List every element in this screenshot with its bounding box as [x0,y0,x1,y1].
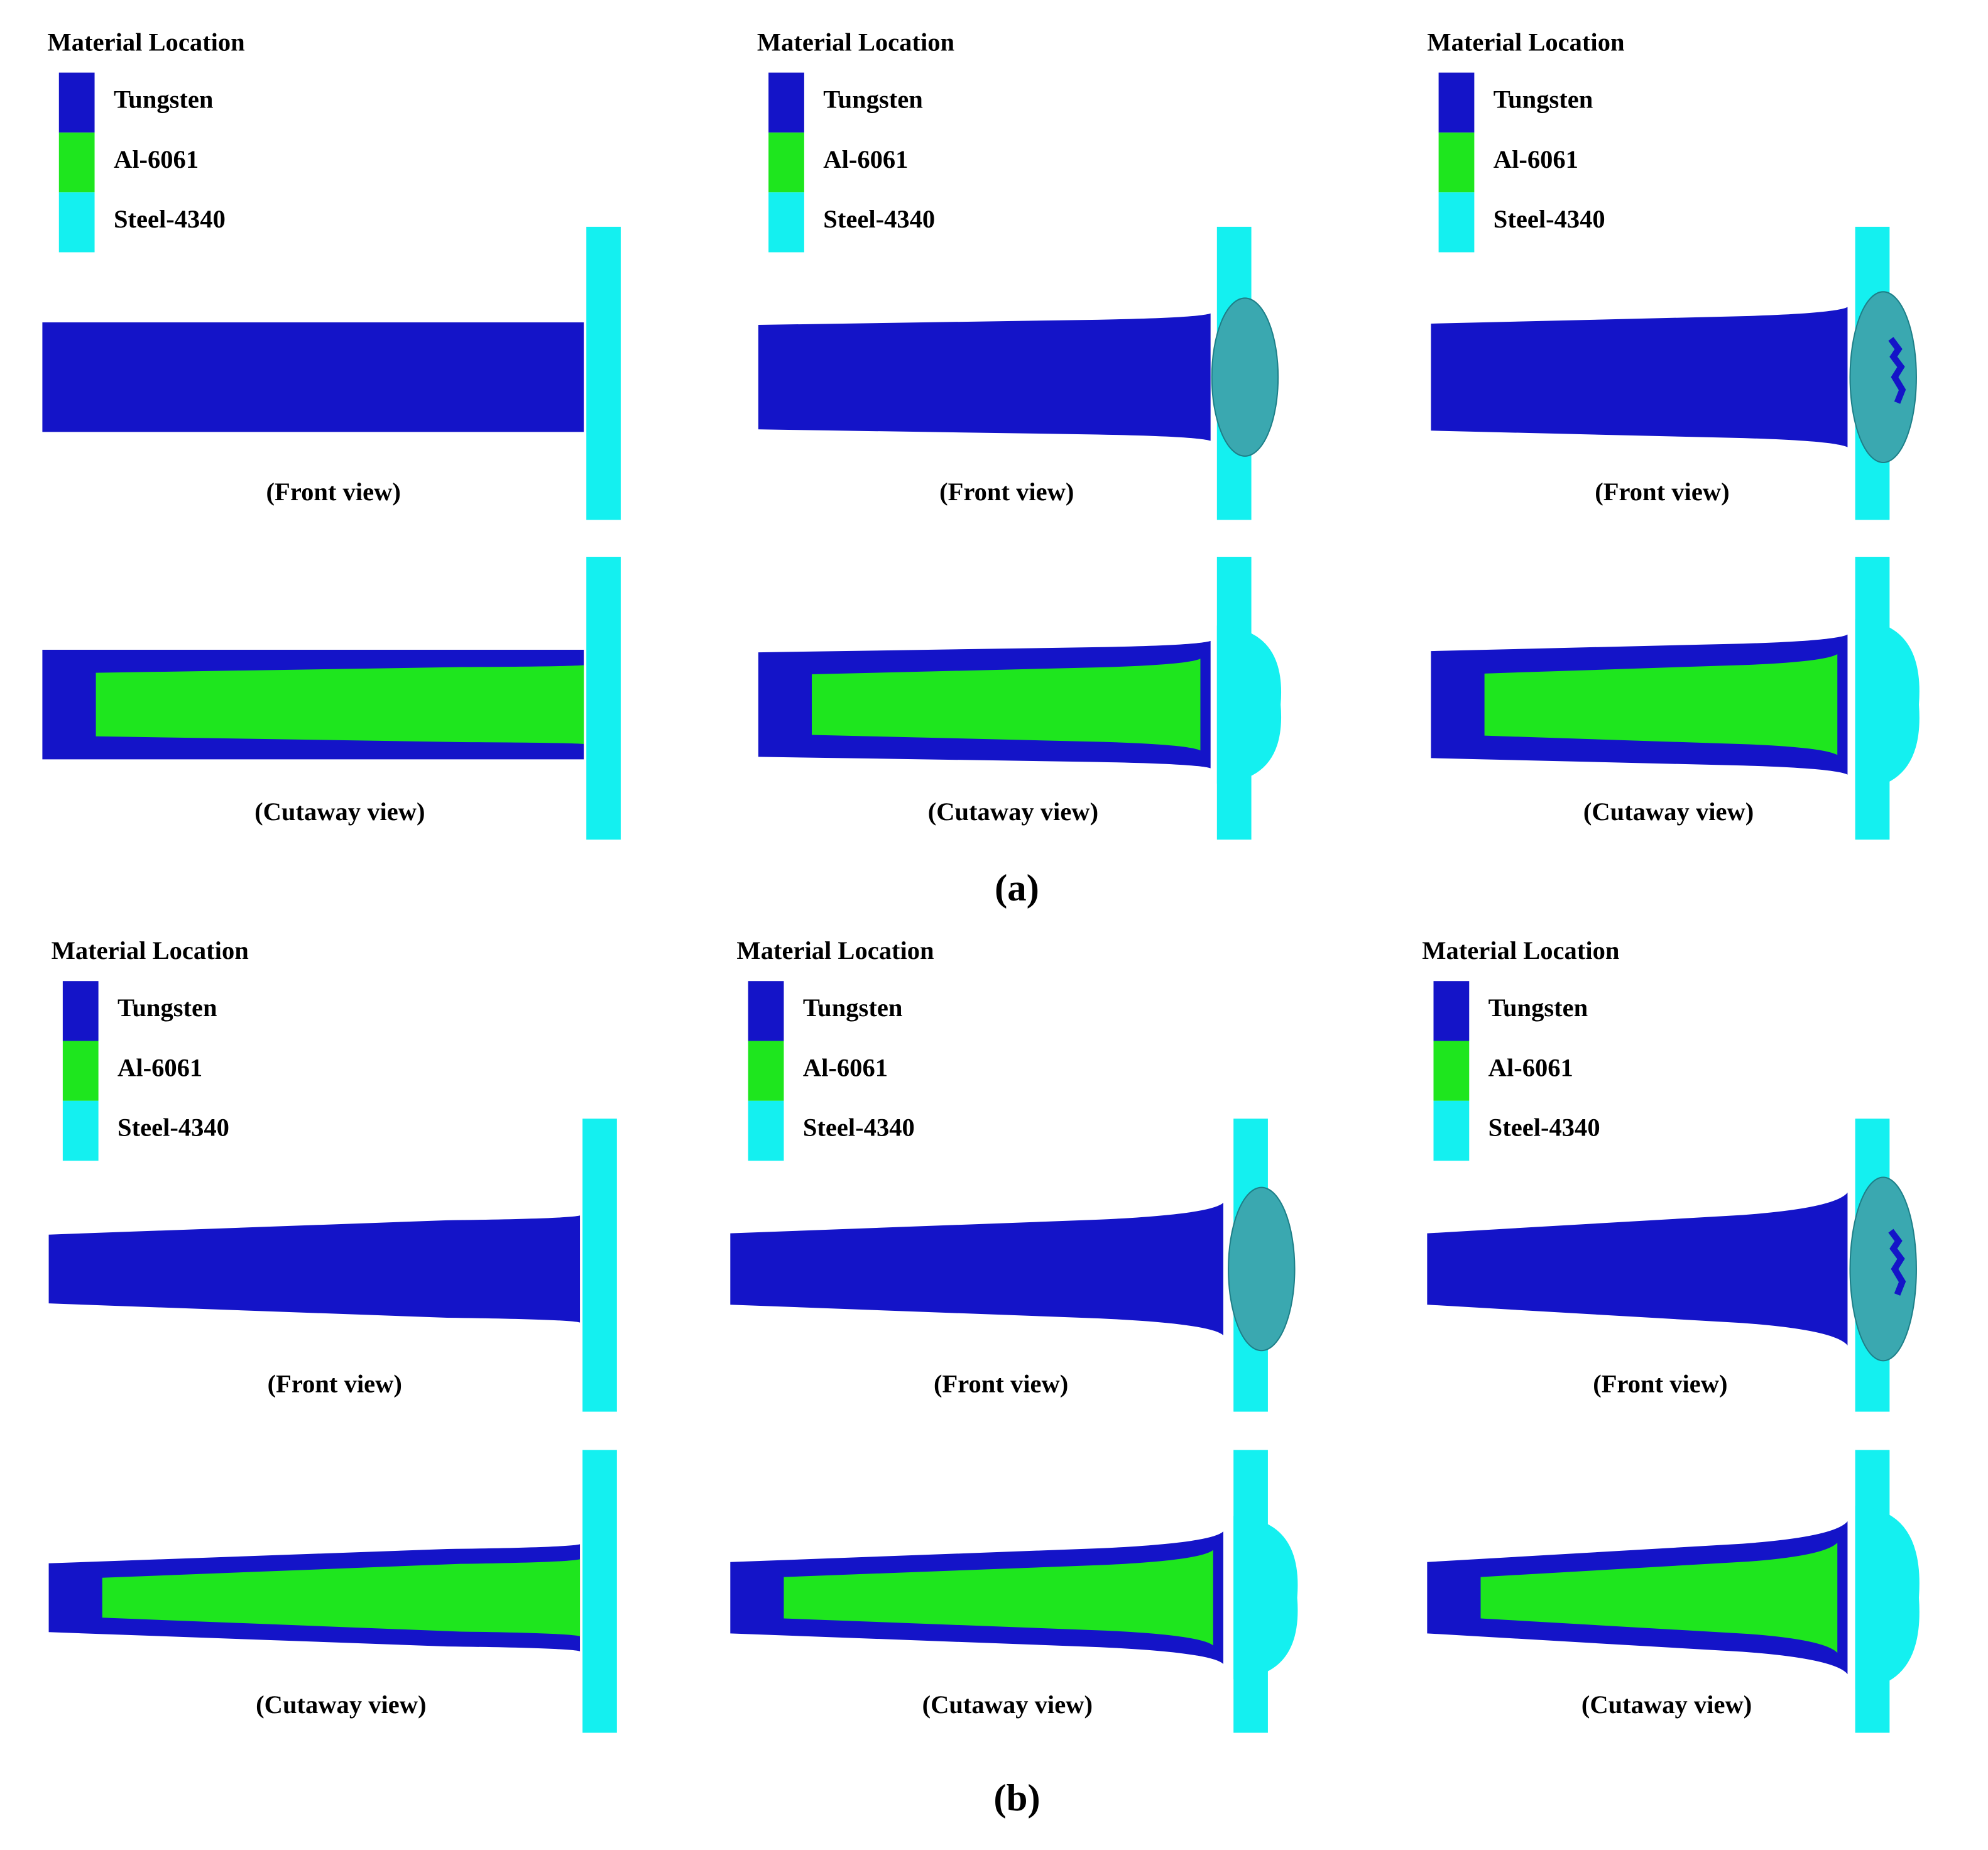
plate-bulge [1233,1516,1298,1680]
fragments [1888,337,1906,404]
rod-front [1427,1192,1848,1346]
legend-swatch [62,1041,99,1101]
cutaway-caption: (Cutaway view) [256,1690,426,1719]
legend-label: Steel-4340 [823,205,935,233]
front-caption: (Front view) [268,1369,402,1398]
legend-label: Al-6061 [114,145,199,173]
legend-swatch [1438,72,1475,133]
target-plate [582,1450,617,1733]
rod-front [730,1203,1223,1335]
debris-dome [1849,291,1917,464]
front-caption: (Front view) [939,478,1074,506]
debris-dome [1211,297,1279,457]
front-caption: (Front view) [266,478,401,506]
plate-bulge [1855,619,1920,791]
panel-label: (a) [995,867,1039,909]
legend-label: Tungsten [1494,85,1593,114]
legend-title: Material Location [48,28,245,56]
legend-swatch [1433,1041,1470,1101]
legend-swatch [62,981,99,1041]
legend-label: Al-6061 [803,1053,888,1081]
legend-swatch [768,72,804,133]
cutaway-caption: (Cutaway view) [922,1690,1093,1719]
legend-label: Al-6061 [117,1053,202,1081]
legend-swatch [1433,981,1470,1041]
legend-label: Steel-4340 [1494,205,1605,233]
cutaway-caption: (Cutaway view) [254,797,425,826]
legend-swatch [58,132,95,193]
legend-label: Tungsten [114,85,214,114]
legend-label: Steel-4340 [803,1114,915,1142]
legend-swatch [748,1041,784,1101]
core-cutaway [812,659,1201,751]
legend-swatch [58,72,95,133]
cutaway-caption: (Cutaway view) [1583,797,1754,826]
core-cutaway [784,1550,1213,1646]
front-caption: (Front view) [1595,478,1729,506]
core-cutaway [1484,654,1838,755]
legend-label: Al-6061 [1494,145,1578,173]
core-cutaway [102,1559,581,1636]
rod-front [42,322,584,432]
cutaway-caption: (Cutaway view) [1581,1690,1752,1719]
legend-title: Material Location [736,936,934,965]
plate-bulge [1216,625,1282,784]
cutaway-caption: (Cutaway view) [928,797,1098,826]
legend-label: Steel-4340 [117,1114,229,1142]
rod-front [1431,307,1848,447]
debris-dome [1849,1176,1917,1362]
legend-swatch [1438,132,1475,193]
legend-label: Steel-4340 [114,205,226,233]
panel-label: (b) [993,1777,1040,1819]
target-plate [586,226,621,520]
legend-title: Material Location [757,28,954,56]
debris-dome [1228,1186,1296,1352]
target-plate [586,557,621,840]
front-caption: (Front view) [1593,1369,1727,1398]
legend-label: Tungsten [823,85,923,114]
legend-swatch [1438,192,1475,253]
legend-swatch [1433,1100,1470,1161]
legend-swatch [748,1100,784,1161]
legend-swatch [768,132,804,193]
legend-swatch [748,981,784,1041]
legend-title: Material Location [52,936,249,965]
target-plate [582,1119,617,1412]
legend-label: Tungsten [117,993,217,1022]
legend-label: Al-6061 [823,145,908,173]
fragments [1888,1229,1906,1296]
legend-swatch [768,192,804,253]
legend-label: Al-6061 [1488,1053,1573,1081]
legend-swatch [62,1100,99,1161]
legend-title: Material Location [1427,28,1624,56]
legend-label: Steel-4340 [1488,1114,1600,1142]
legend-swatch [58,192,95,253]
core-cutaway [96,665,584,745]
rod-front [758,313,1211,441]
front-caption: (Front view) [934,1369,1068,1398]
legend-label: Tungsten [803,993,903,1022]
legend-title: Material Location [1422,936,1619,965]
plate-bulge [1855,1506,1920,1690]
core-cutaway [1480,1542,1838,1653]
rod-front [48,1215,581,1323]
legend-label: Tungsten [1488,993,1588,1022]
